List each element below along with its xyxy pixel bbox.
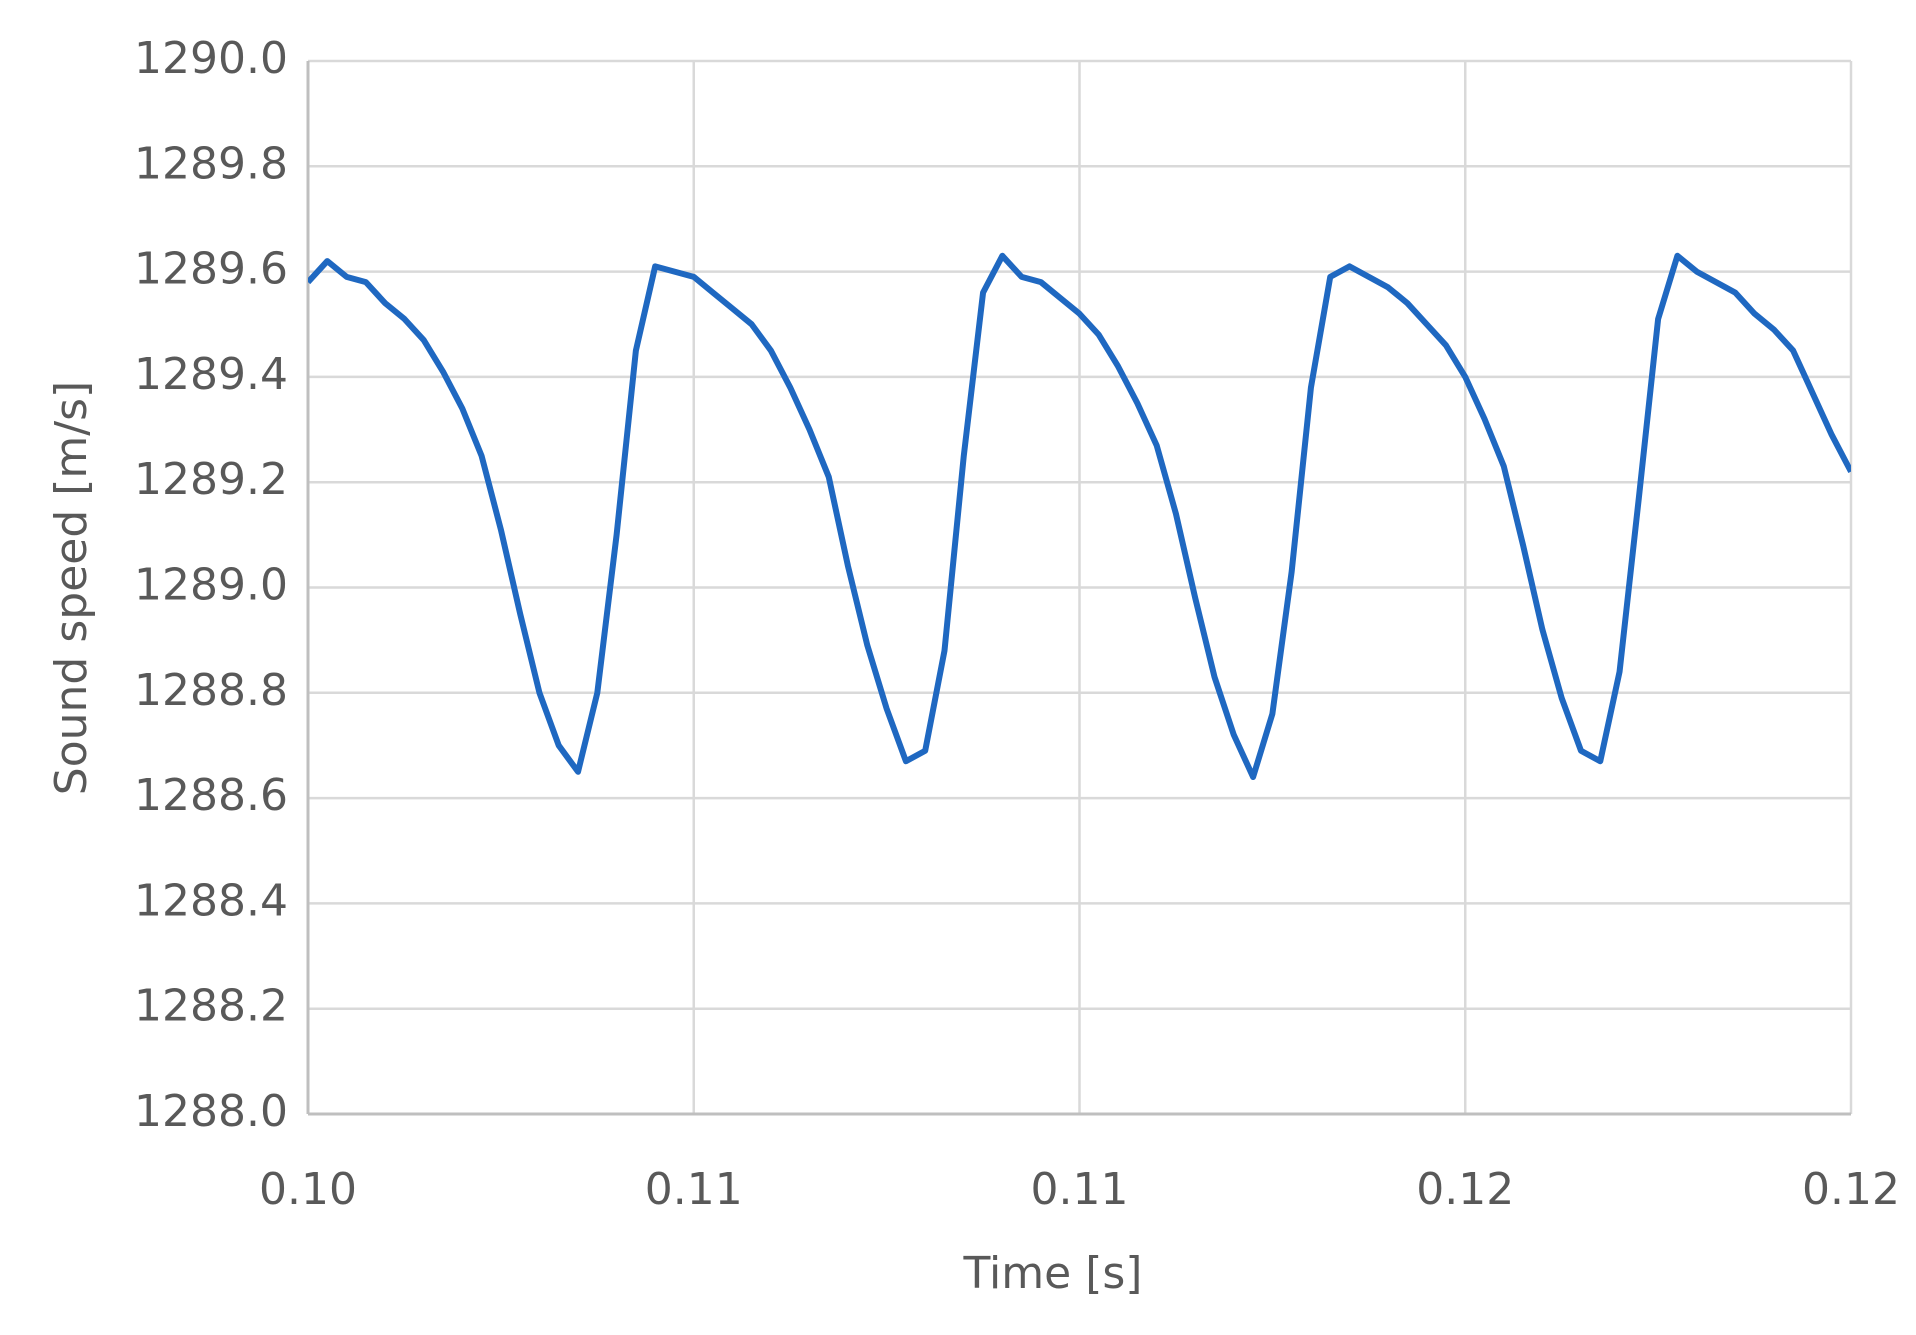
y-tick-label: 1289.8 [134,138,288,189]
y-tick-label: 1288.4 [134,875,288,926]
y-tick-label: 1289.2 [134,454,288,505]
y-tick-label: 1289.0 [134,560,288,611]
x-tick-label: 0.12 [1802,1164,1900,1215]
y-tick-label: 1289.6 [134,244,288,295]
x-tick-label: 0.11 [645,1164,743,1215]
y-tick-label: 1288.0 [134,1086,288,1137]
y-tick-label: 1289.4 [134,349,288,400]
x-tick-label: 0.10 [259,1164,357,1215]
x-axis-title: Time [s] [963,1248,1143,1299]
y-tick-label: 1290.0 [134,33,288,84]
x-tick-label: 0.12 [1416,1164,1514,1215]
y-axis-title: Sound speed [m/s] [46,381,97,795]
y-tick-label: 1288.8 [134,665,288,716]
y-tick-label: 1288.2 [134,981,288,1032]
y-tick-label: 1288.6 [134,770,288,821]
x-tick-label: 0.11 [1031,1164,1129,1215]
line-series [308,252,1851,781]
